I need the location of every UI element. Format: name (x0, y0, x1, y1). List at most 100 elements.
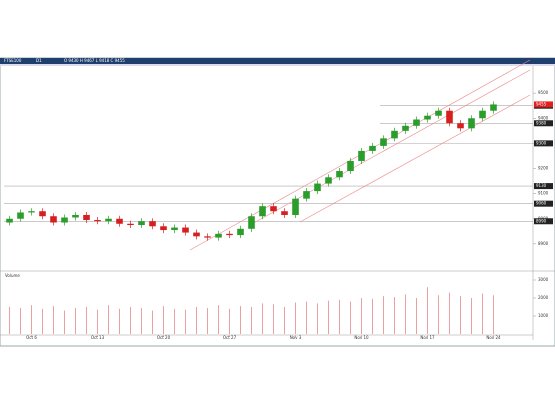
volume-bar (31, 305, 32, 334)
volume-bar (97, 309, 98, 334)
candle-body (149, 221, 156, 227)
x-tick-label: Nov 17 (420, 335, 435, 340)
volume-bar (361, 298, 362, 334)
candle-body (457, 123, 464, 129)
x-tick-label: Nov 3 (290, 335, 302, 340)
level-tag (534, 218, 553, 225)
y-tick-label: 9200 (538, 166, 549, 171)
candle-body (204, 236, 211, 238)
toolbar-edge (0, 64, 555, 66)
volume-bar (273, 304, 274, 334)
volume-bar (64, 310, 65, 334)
candle-body (259, 206, 266, 217)
candle-body (50, 216, 57, 223)
x-tick-label: Oct 6 (26, 335, 37, 340)
volume-bar (405, 294, 406, 334)
candle-body (292, 198, 299, 215)
candle-body (17, 212, 24, 219)
x-tick-label: Oct 13 (91, 335, 105, 340)
last-price-label: 9455 (536, 101, 547, 106)
x-tick-label: Oct 27 (223, 335, 237, 340)
level-label: 9060 (536, 201, 547, 206)
volume-bar (218, 305, 219, 334)
level-label: 9130 (536, 183, 547, 188)
candle-body (490, 104, 497, 111)
volume-bar (427, 287, 428, 334)
x-tick-label: Nov 10 (354, 335, 369, 340)
y-tick-label: 9500 (538, 90, 549, 95)
level-label: 9380 (536, 120, 547, 125)
volume-bar (42, 308, 43, 334)
level-label: 8990 (536, 218, 547, 223)
volume-bar (141, 307, 142, 334)
volume-bar (317, 303, 318, 334)
volume-bar (471, 298, 472, 334)
level-label: 9300 (536, 140, 547, 145)
v-tick-label: 2000 (538, 295, 549, 300)
candle-body (325, 177, 332, 184)
volume-bar (185, 309, 186, 334)
candle-body (358, 150, 365, 161)
volume-bar (339, 299, 340, 334)
y-tick-label: 9400 (538, 115, 549, 120)
level-tag (534, 200, 553, 207)
level-tag (534, 183, 553, 190)
candle-body (369, 145, 376, 151)
candle-body (303, 191, 310, 199)
candle-body (270, 206, 277, 212)
volume-bar (207, 307, 208, 334)
candle-body (127, 223, 134, 226)
window (0, 57, 555, 347)
volume-bar (262, 303, 263, 334)
candle-body (402, 125, 409, 131)
symbol[interactable]: FTSE100 (4, 58, 22, 63)
candle-body (413, 119, 420, 126)
volume-bar (394, 297, 395, 334)
x-tick-label: Oct 20 (157, 335, 171, 340)
volume-bar (460, 296, 461, 334)
volume-bar (20, 307, 21, 334)
candle-body (28, 211, 35, 213)
candle-body (424, 115, 431, 120)
candle-body (435, 110, 442, 116)
volume-bar (86, 307, 87, 334)
volume-bar (108, 305, 109, 334)
volume-bar (174, 308, 175, 334)
volume-bar (251, 307, 252, 334)
candle-body (193, 232, 200, 237)
v-tick-label: 1000 (538, 313, 549, 318)
candle-body (468, 118, 475, 129)
candle-body (314, 183, 321, 192)
volume-bar (229, 308, 230, 334)
volume-bar (482, 293, 483, 334)
candle-body (237, 228, 244, 236)
candle-body (94, 220, 101, 222)
y-tick-label: 9000 (538, 216, 549, 221)
candle-body (39, 211, 46, 217)
v-tick-label: 3000 (538, 277, 549, 282)
volume-title: Volume (5, 273, 20, 278)
candle-body (6, 218, 13, 223)
candle-body (479, 110, 486, 119)
volume-bar (383, 296, 384, 334)
volume-bar (53, 306, 54, 334)
candle-body (138, 221, 145, 226)
candle-body (182, 227, 189, 233)
toolbar (0, 58, 555, 64)
volume-bar (119, 308, 120, 334)
y-tick-label: 8900 (538, 241, 549, 246)
volume-bar (493, 295, 494, 334)
level-tag (534, 140, 553, 147)
volume-bar (9, 307, 10, 334)
candle-body (281, 211, 288, 215)
volume-bar (130, 307, 131, 334)
candle-body (380, 138, 387, 146)
volume-bar (240, 306, 241, 334)
ohlc-readout: O 9430 H 9467 L 9418 C 9455 (64, 58, 125, 63)
timeframe[interactable]: D1 (36, 58, 42, 63)
candle-body (347, 160, 354, 172)
volume-bar (350, 301, 351, 334)
volume-bar (163, 306, 164, 334)
